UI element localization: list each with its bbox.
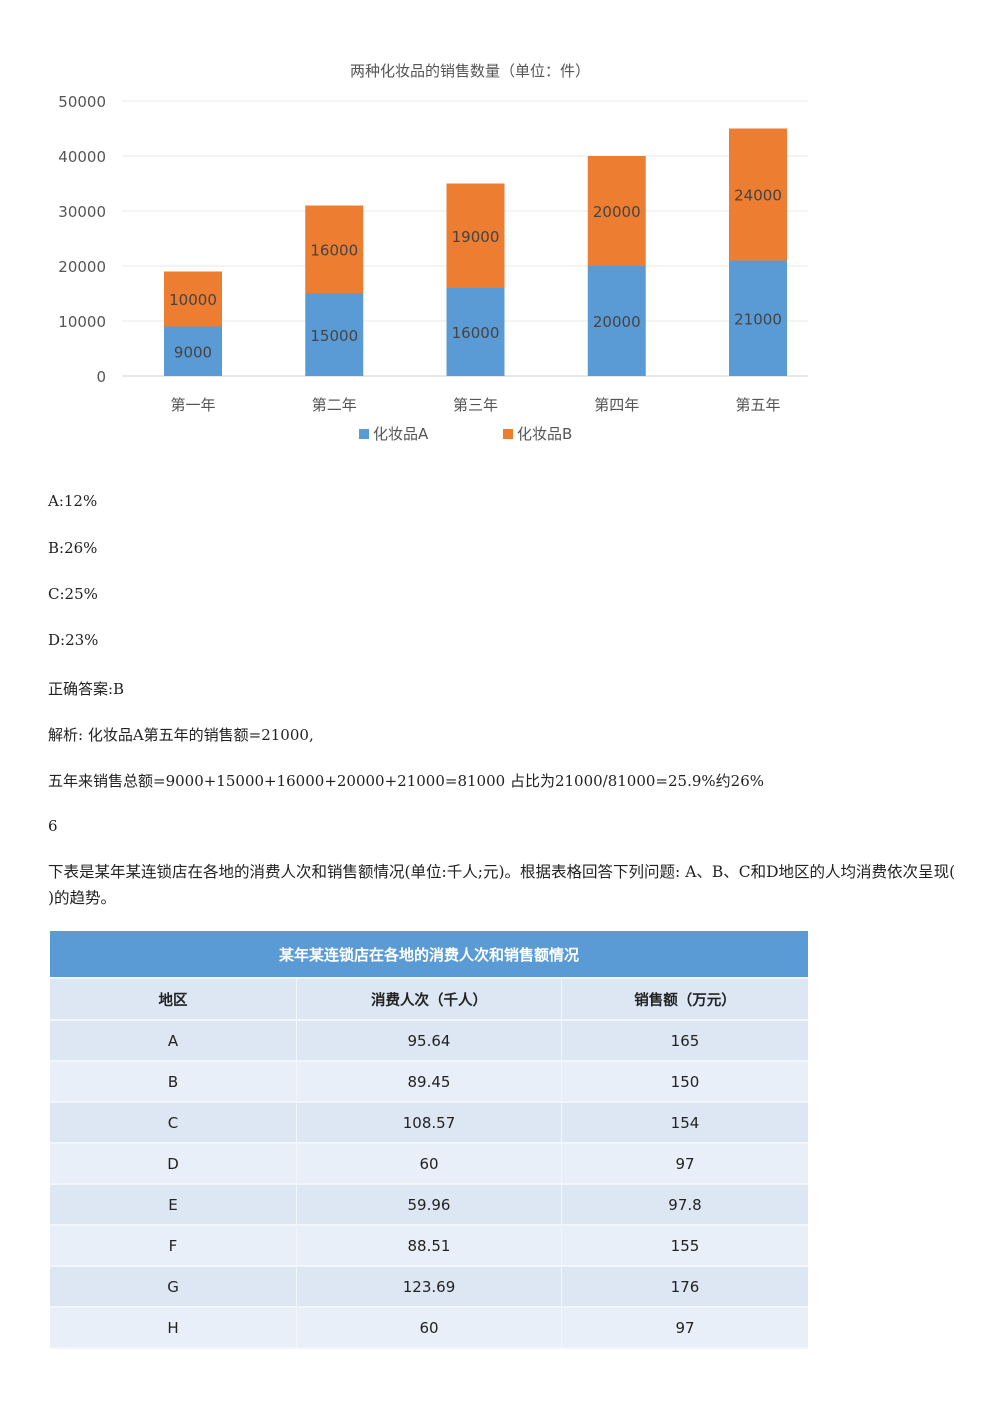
- bar-segment-a: [729, 260, 787, 376]
- cell-visits: 59.96: [296, 1184, 562, 1226]
- table-row: D 60 97: [50, 1143, 808, 1185]
- cell-region: H: [50, 1307, 297, 1349]
- cell-region: C: [50, 1102, 297, 1144]
- cell-visits: 108.57: [296, 1102, 562, 1144]
- table-row: H 60 97: [50, 1307, 808, 1349]
- cell-sales: 154: [561, 1102, 808, 1144]
- cell-visits: 89.45: [296, 1061, 562, 1103]
- data-label: 19000: [452, 228, 500, 246]
- cell-sales: 165: [561, 1020, 808, 1062]
- x-tick-label: 第五年: [735, 396, 780, 414]
- column-header-visits: 消费人次（千人）: [296, 978, 562, 1021]
- x-tick-label: 第四年: [594, 396, 639, 414]
- option-c: C:25%: [48, 585, 98, 603]
- data-label: 24000: [734, 187, 782, 205]
- chart-title: 两种化妆品的销售数量（单位：件）: [350, 62, 590, 80]
- data-label: 16000: [452, 324, 500, 342]
- y-tick-label: 50000: [58, 93, 106, 111]
- bar-segment-b: [164, 271, 222, 327]
- bar-segment-a: [164, 326, 222, 376]
- option-d: D:23%: [48, 631, 99, 649]
- correct-answer: 正确答案:B: [48, 680, 125, 698]
- bar-segment-b: [305, 205, 364, 294]
- question-number: 6: [48, 817, 58, 835]
- data-table: 某年某连锁店在各地的消费人次和销售额情况 地区 消费人次（千人） 销售额（万元）…: [50, 931, 808, 1349]
- legend-label: 化妆品A: [373, 425, 429, 443]
- bar-segment-a: [305, 293, 364, 376]
- question-text: 下表是某年某连锁店在各地的消费人次和销售额情况(单位:千人;元)。根据表格回答下…: [48, 863, 956, 907]
- table-row: A 95.64 165: [50, 1020, 808, 1062]
- x-tick-label: 第一年: [170, 396, 215, 414]
- cell-region: E: [50, 1184, 297, 1226]
- y-tick-label: 10000: [58, 313, 106, 331]
- table-row: G 123.69 176: [50, 1266, 808, 1308]
- legend-label: 化妆品B: [517, 425, 572, 443]
- y-tick-label: 40000: [58, 148, 106, 166]
- analysis-line-2: 五年来销售总额=9000+15000+16000+20000+21000=810…: [48, 772, 764, 790]
- table-row: C 108.57 154: [50, 1102, 808, 1144]
- cell-sales: 97: [561, 1143, 808, 1185]
- cell-visits: 123.69: [296, 1266, 562, 1308]
- cell-visits: 60: [296, 1143, 562, 1185]
- table-caption: 某年某连锁店在各地的消费人次和销售额情况: [50, 931, 808, 979]
- cell-region: A: [50, 1020, 297, 1062]
- table-row: B 89.45 150: [50, 1061, 808, 1103]
- table-row: F 88.51 155: [50, 1225, 808, 1267]
- data-label: 9000: [174, 343, 212, 361]
- x-tick-label: 第三年: [453, 396, 498, 414]
- cell-sales: 97.8: [561, 1184, 808, 1226]
- bar-segment-a: [587, 266, 646, 376]
- option-a: A:12%: [48, 492, 98, 510]
- cell-region: G: [50, 1266, 297, 1308]
- column-header-region: 地区: [50, 978, 297, 1021]
- data-label: 20000: [593, 313, 641, 331]
- bar-segment-b: [587, 156, 646, 266]
- analysis-line-1: 解析: 化妆品A第五年的销售额=21000,: [48, 726, 314, 744]
- bar-segment-b: [446, 183, 505, 288]
- cell-region: F: [50, 1225, 297, 1267]
- table-row: E 59.96 97.8: [50, 1184, 808, 1226]
- x-tick-label: 第二年: [312, 396, 357, 414]
- y-tick-label: 30000: [58, 203, 106, 221]
- cell-sales: 97: [561, 1307, 808, 1349]
- cell-sales: 176: [561, 1266, 808, 1308]
- cell-region: D: [50, 1143, 297, 1185]
- cell-sales: 150: [561, 1061, 808, 1103]
- legend-swatch: [359, 429, 369, 439]
- cell-sales: 155: [561, 1225, 808, 1267]
- bar-segment-b: [729, 128, 787, 261]
- cell-visits: 60: [296, 1307, 562, 1349]
- cell-visits: 88.51: [296, 1225, 562, 1267]
- legend-swatch: [503, 429, 513, 439]
- data-label: 21000: [734, 310, 782, 328]
- cell-visits: 95.64: [296, 1020, 562, 1062]
- data-label: 15000: [310, 327, 358, 345]
- data-label: 20000: [593, 203, 641, 221]
- bar-segment-a: [446, 288, 505, 376]
- data-label: 10000: [169, 291, 217, 309]
- y-tick-label: 20000: [58, 258, 106, 276]
- data-label: 16000: [310, 242, 358, 260]
- option-b: B:26%: [48, 539, 98, 557]
- y-tick-label: 0: [96, 368, 106, 386]
- cell-region: B: [50, 1061, 297, 1103]
- column-header-sales: 销售额（万元）: [561, 978, 808, 1021]
- stacked-bar-chart: 两种化妆品的销售数量（单位：件） 0 10000 20000 30000 40000 500…: [58, 62, 808, 443]
